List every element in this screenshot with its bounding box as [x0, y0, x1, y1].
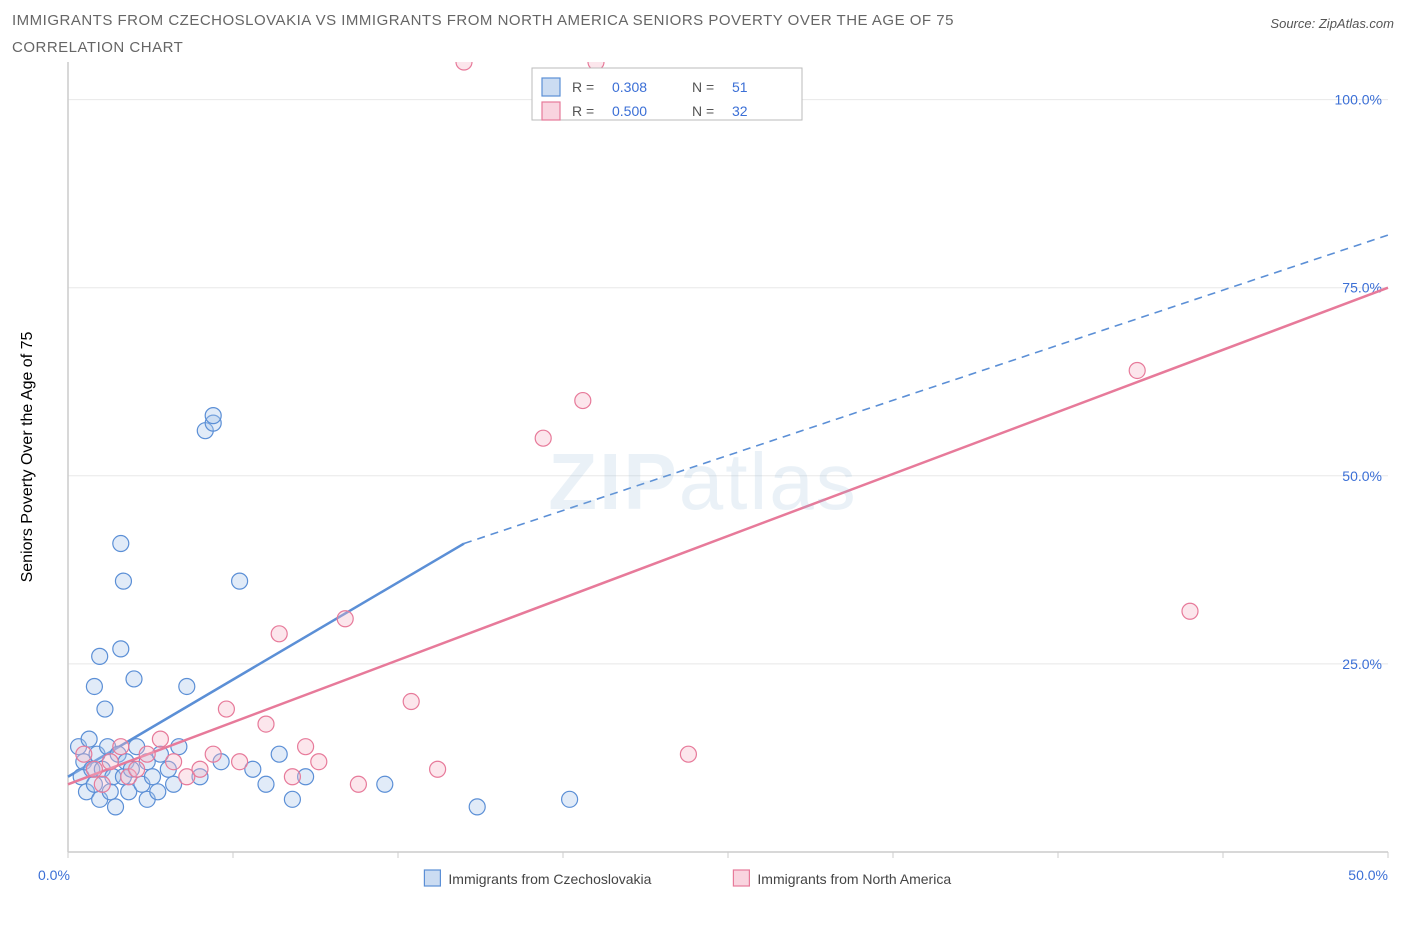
svg-text:25.0%: 25.0%	[1342, 656, 1382, 672]
chart-title-line1: IMMIGRANTS FROM CZECHOSLOVAKIA VS IMMIGR…	[12, 12, 1394, 29]
source-label: Source:	[1270, 16, 1315, 31]
svg-text:Immigrants from North America: Immigrants from North America	[757, 871, 951, 887]
svg-text:N =: N =	[692, 79, 714, 95]
svg-text:N =: N =	[692, 103, 714, 119]
svg-text:R =: R =	[572, 79, 594, 95]
chart-header: Source: ZipAtlas.com IMMIGRANTS FROM CZE…	[12, 12, 1394, 56]
svg-text:Seniors Poverty Over the Age o: Seniors Poverty Over the Age of 75	[19, 332, 36, 583]
svg-text:Immigrants from Czechoslovakia: Immigrants from Czechoslovakia	[448, 871, 651, 887]
svg-text:50.0%: 50.0%	[1348, 867, 1388, 883]
chart-container: ZIPatlas 25.0%50.0%75.0%100.0%0.0%50.0%S…	[12, 62, 1394, 902]
svg-text:51: 51	[732, 79, 748, 95]
svg-text:50.0%: 50.0%	[1342, 468, 1382, 484]
chart-title-line2: CORRELATION CHART	[12, 39, 1394, 56]
svg-text:0.308: 0.308	[612, 79, 647, 95]
svg-text:0.500: 0.500	[612, 103, 647, 119]
svg-text:100.0%: 100.0%	[1335, 92, 1382, 108]
source-credit: Source: ZipAtlas.com	[1270, 16, 1394, 31]
svg-text:32: 32	[732, 103, 748, 119]
source-name: ZipAtlas.com	[1319, 16, 1394, 31]
scatter-chart: 25.0%50.0%75.0%100.0%0.0%50.0%Seniors Po…	[12, 62, 1394, 902]
svg-text:0.0%: 0.0%	[38, 867, 70, 883]
svg-text:R =: R =	[572, 103, 594, 119]
